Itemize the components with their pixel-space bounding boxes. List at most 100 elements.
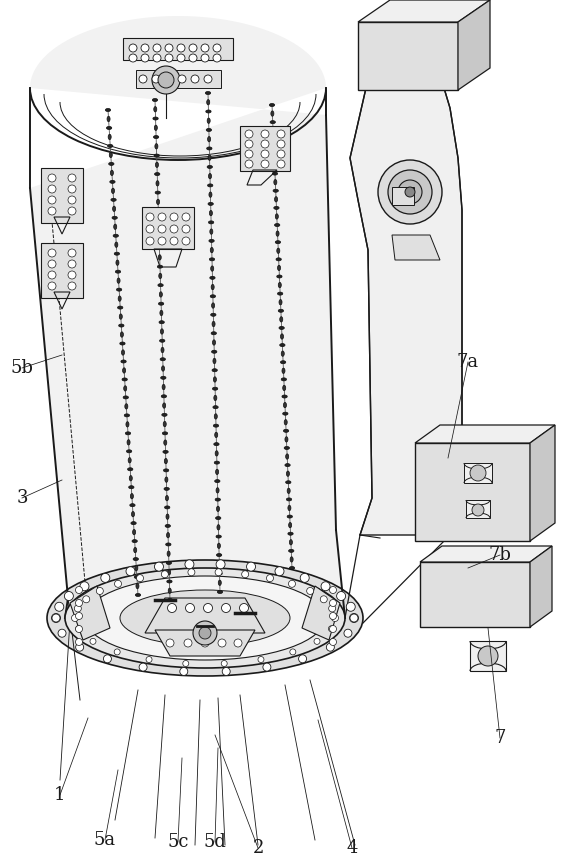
Ellipse shape — [288, 506, 291, 511]
Ellipse shape — [131, 522, 136, 525]
Circle shape — [329, 638, 337, 646]
Circle shape — [68, 260, 76, 268]
Ellipse shape — [282, 395, 288, 398]
Circle shape — [76, 643, 84, 651]
Bar — [41, 243, 83, 298]
Ellipse shape — [168, 599, 173, 601]
Ellipse shape — [282, 368, 285, 373]
Circle shape — [146, 225, 154, 233]
Circle shape — [290, 649, 296, 655]
Ellipse shape — [160, 329, 164, 335]
Ellipse shape — [153, 136, 159, 138]
Ellipse shape — [273, 189, 278, 193]
Circle shape — [199, 627, 211, 639]
Ellipse shape — [207, 165, 212, 169]
Circle shape — [261, 160, 269, 168]
Ellipse shape — [215, 498, 220, 501]
Circle shape — [332, 615, 338, 622]
Ellipse shape — [166, 543, 171, 546]
Ellipse shape — [276, 258, 281, 261]
Ellipse shape — [116, 260, 119, 266]
Polygon shape — [392, 235, 440, 260]
Circle shape — [170, 237, 178, 245]
Ellipse shape — [214, 443, 219, 445]
Circle shape — [337, 592, 346, 600]
Polygon shape — [415, 425, 555, 443]
Circle shape — [182, 225, 190, 233]
Circle shape — [320, 596, 327, 603]
Ellipse shape — [125, 403, 128, 409]
Circle shape — [48, 196, 56, 204]
Circle shape — [83, 596, 90, 603]
Circle shape — [146, 213, 154, 221]
Circle shape — [329, 587, 337, 593]
Ellipse shape — [158, 302, 164, 305]
Circle shape — [221, 604, 230, 612]
Circle shape — [139, 663, 147, 671]
Ellipse shape — [165, 525, 170, 527]
Circle shape — [221, 660, 227, 666]
Ellipse shape — [274, 180, 277, 185]
Circle shape — [114, 649, 120, 655]
Ellipse shape — [289, 539, 293, 545]
Ellipse shape — [284, 429, 289, 433]
Ellipse shape — [113, 206, 115, 212]
Ellipse shape — [280, 360, 286, 364]
Ellipse shape — [272, 145, 276, 150]
Ellipse shape — [275, 241, 281, 243]
Ellipse shape — [155, 144, 158, 149]
Circle shape — [204, 75, 212, 83]
Ellipse shape — [217, 525, 220, 530]
Ellipse shape — [212, 369, 217, 372]
Ellipse shape — [166, 562, 171, 564]
Circle shape — [184, 639, 192, 647]
Circle shape — [314, 638, 320, 644]
Circle shape — [188, 568, 195, 575]
Ellipse shape — [289, 567, 295, 569]
Ellipse shape — [163, 421, 166, 427]
Ellipse shape — [271, 138, 276, 141]
Polygon shape — [530, 425, 555, 541]
Circle shape — [68, 282, 76, 290]
Ellipse shape — [112, 216, 117, 219]
Ellipse shape — [277, 292, 283, 295]
Bar — [420, 562, 530, 627]
Ellipse shape — [208, 137, 211, 142]
Ellipse shape — [288, 532, 293, 535]
Circle shape — [170, 225, 178, 233]
Ellipse shape — [131, 512, 135, 517]
Ellipse shape — [132, 539, 138, 543]
Circle shape — [189, 54, 197, 62]
Circle shape — [68, 271, 76, 279]
Polygon shape — [350, 68, 462, 535]
Ellipse shape — [212, 350, 217, 353]
Circle shape — [75, 612, 83, 619]
Ellipse shape — [208, 174, 212, 179]
Ellipse shape — [117, 278, 120, 283]
Circle shape — [201, 44, 209, 52]
Ellipse shape — [286, 454, 289, 459]
Ellipse shape — [286, 498, 291, 501]
Circle shape — [141, 44, 149, 52]
Circle shape — [155, 562, 164, 571]
Ellipse shape — [281, 334, 284, 339]
Ellipse shape — [273, 163, 276, 168]
Circle shape — [165, 75, 173, 83]
Ellipse shape — [168, 569, 171, 574]
Text: 7b: 7b — [488, 546, 512, 564]
Ellipse shape — [124, 386, 127, 391]
Ellipse shape — [281, 378, 286, 381]
Bar — [123, 38, 233, 60]
Ellipse shape — [118, 306, 123, 309]
Ellipse shape — [280, 343, 285, 347]
Bar — [142, 207, 194, 249]
Circle shape — [101, 574, 110, 582]
Ellipse shape — [135, 565, 138, 571]
Ellipse shape — [276, 231, 279, 236]
Ellipse shape — [158, 284, 163, 286]
Ellipse shape — [278, 282, 281, 288]
Ellipse shape — [285, 464, 290, 467]
Ellipse shape — [280, 316, 283, 322]
Ellipse shape — [213, 377, 216, 382]
Circle shape — [183, 660, 189, 666]
